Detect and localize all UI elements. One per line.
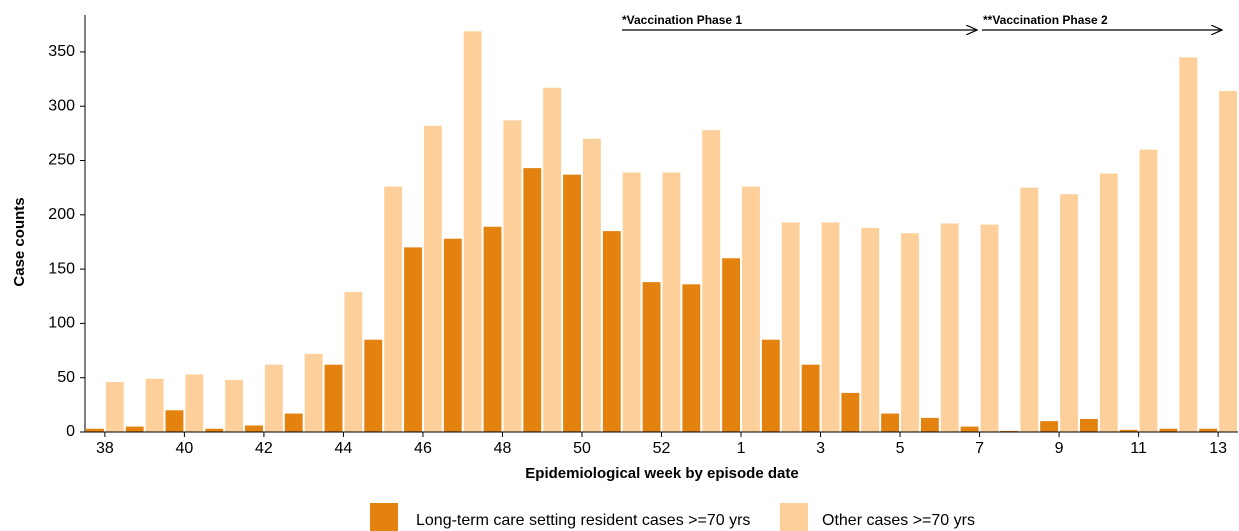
bar [742,186,760,432]
y-tick-label: 200 [48,206,75,223]
x-tick-label: 5 [896,440,905,457]
bar [443,238,462,432]
x-tick-label: 9 [1055,440,1064,457]
x-tick-label: 1 [737,440,746,457]
bar [901,233,919,432]
bar [960,426,979,432]
bar [821,222,840,432]
legend-swatch [370,503,398,531]
bar [841,392,860,432]
bar [185,374,204,432]
bar [1139,149,1158,432]
bar [1020,187,1039,432]
bar [125,426,144,432]
legend-swatch [780,503,808,531]
bar [463,31,482,432]
x-tick-label: 50 [573,440,591,457]
bar [245,425,263,432]
bar [264,364,283,432]
bar [722,258,741,432]
bar [642,282,661,432]
bar [920,417,939,432]
bar [86,428,104,432]
x-tick-label: 46 [414,440,432,457]
bar [503,120,522,432]
bar [205,428,224,432]
x-tick-label: 7 [975,440,984,457]
bar [861,227,880,432]
bar [563,174,581,432]
x-tick-label: 40 [175,440,193,457]
bar [682,284,701,432]
y-tick-label: 350 [48,43,75,60]
y-axis-title: Case counts [11,197,28,286]
bar [602,231,621,432]
bar [881,413,900,432]
bar [423,125,442,432]
bar [582,138,601,432]
bar [364,339,383,432]
bar [1060,194,1078,432]
bar [523,168,542,432]
bar [404,247,422,432]
bar [1159,428,1178,432]
x-tick-label: 52 [653,440,671,457]
x-tick-label: 42 [255,440,273,457]
bar [165,410,184,432]
x-tick-label: 11 [1130,440,1147,457]
bar [980,224,999,432]
bar [761,339,780,432]
bar [1199,428,1218,432]
bar [483,226,502,432]
legend-label: Long-term care setting resident cases >=… [416,512,750,529]
x-tick-label: 38 [96,440,114,457]
x-tick-label: 3 [816,440,825,457]
x-tick-label: 48 [494,440,512,457]
y-tick-label: 0 [66,423,75,440]
bar [662,172,681,432]
bar [304,353,323,432]
y-tick-label: 150 [48,260,75,277]
bar [284,413,303,432]
bar [1119,429,1138,432]
y-tick-label: 250 [48,152,75,169]
bar [781,222,800,432]
bar [940,223,959,432]
y-tick-label: 50 [57,369,75,386]
bar [145,378,164,432]
bar [105,382,124,432]
y-tick-label: 100 [48,315,75,332]
bar [324,364,343,432]
annotation: **Vaccination Phase 2 [983,13,1108,27]
bar [1079,418,1098,432]
bar [344,291,363,432]
annotation: *Vaccination Phase 1 [622,13,742,27]
bar [1040,421,1059,432]
x-tick-label: 44 [335,440,353,457]
x-tick-label: 13 [1209,440,1227,457]
bar [702,130,721,432]
bar [1099,173,1118,432]
legend-label: Other cases >=70 yrs [822,512,975,529]
x-axis-title: Epidemiological week by episode date [525,465,798,482]
bar [622,172,641,432]
bar [801,364,820,432]
bar [543,87,562,432]
bar [384,186,403,432]
y-tick-label: 300 [48,97,75,114]
bar [1179,57,1198,432]
bar [1000,430,1019,432]
bar [225,379,244,432]
bar [1219,91,1237,432]
